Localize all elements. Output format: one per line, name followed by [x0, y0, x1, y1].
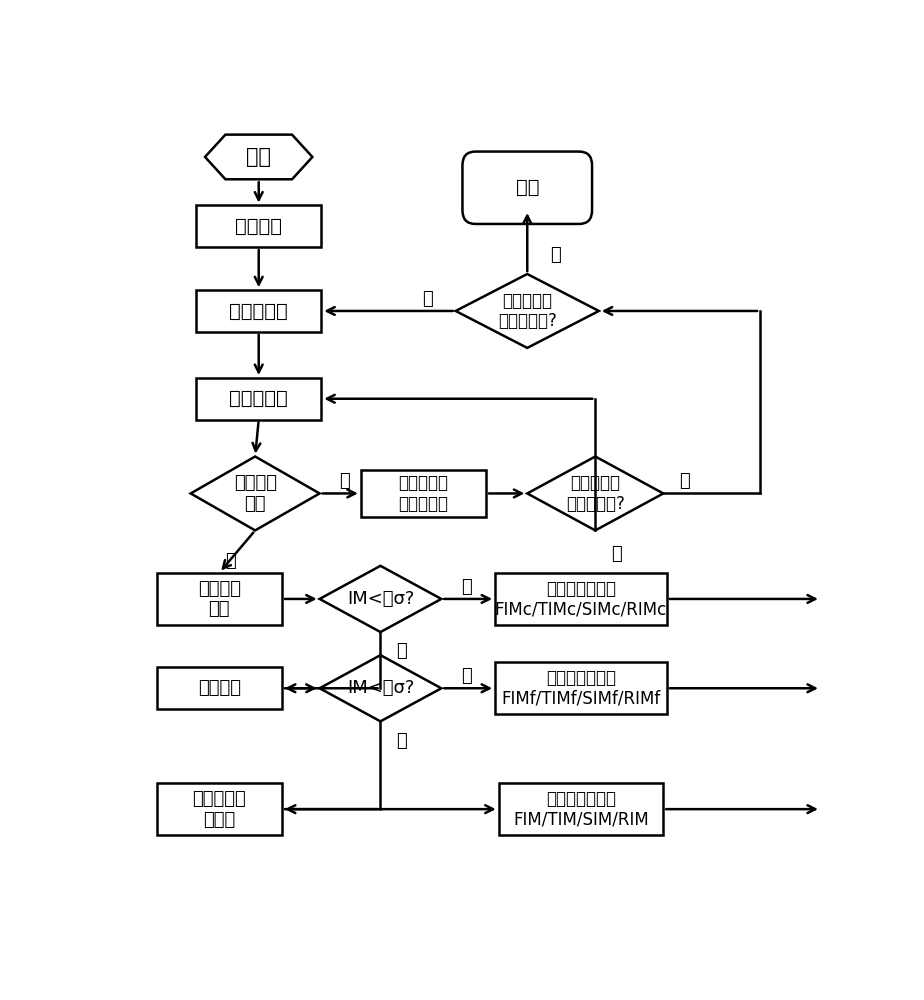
- Text: 否: 否: [612, 545, 622, 563]
- FancyBboxPatch shape: [157, 573, 282, 625]
- FancyBboxPatch shape: [196, 290, 322, 332]
- Text: 结束: 结束: [516, 178, 539, 197]
- Text: 是: 是: [461, 667, 472, 685]
- Text: 是: 是: [461, 578, 472, 596]
- FancyBboxPatch shape: [495, 573, 667, 625]
- Text: 是否为最后
一台发射机?: 是否为最后 一台发射机?: [565, 474, 625, 513]
- Text: 否: 否: [396, 732, 407, 750]
- FancyBboxPatch shape: [196, 205, 322, 247]
- Text: 开始: 开始: [246, 147, 272, 167]
- Text: 是: 是: [551, 246, 561, 264]
- Text: 输出计算结果：
FIMf/TIMf/SIMf/RIMf: 输出计算结果： FIMf/TIMf/SIMf/RIMf: [502, 669, 661, 708]
- Text: 输出预测结
果：在带外: 输出预测结 果：在带外: [398, 474, 448, 513]
- Text: 选一发射机: 选一发射机: [229, 389, 288, 408]
- Text: 选一接收机: 选一接收机: [229, 301, 288, 320]
- FancyBboxPatch shape: [360, 470, 486, 517]
- Text: 否: 否: [421, 290, 432, 308]
- Text: 否: 否: [225, 552, 237, 570]
- Text: 是否为最后
一台接收机?: 是否为最后 一台接收机?: [498, 292, 556, 330]
- Text: 是: 是: [339, 472, 350, 490]
- Text: 天线电波传
播修正: 天线电波传 播修正: [192, 790, 246, 829]
- Text: IM<－σ?: IM<－σ?: [346, 590, 414, 608]
- Polygon shape: [456, 274, 599, 348]
- Text: 输出计算结果：
FIMc/TIMc/SIMc/RIMc: 输出计算结果： FIMc/TIMc/SIMc/RIMc: [495, 580, 667, 618]
- FancyBboxPatch shape: [499, 783, 663, 835]
- Text: 干扰余量
计算: 干扰余量 计算: [198, 580, 241, 618]
- Text: IM<－σ?: IM<－σ?: [346, 679, 414, 697]
- Polygon shape: [320, 566, 442, 632]
- Text: 否: 否: [396, 642, 407, 660]
- Polygon shape: [320, 655, 442, 721]
- FancyBboxPatch shape: [157, 783, 282, 835]
- Polygon shape: [190, 456, 320, 530]
- FancyBboxPatch shape: [462, 152, 592, 224]
- Text: 是: 是: [679, 472, 690, 490]
- Text: 数据输入: 数据输入: [236, 217, 282, 236]
- FancyBboxPatch shape: [495, 662, 667, 714]
- Polygon shape: [528, 456, 663, 530]
- FancyBboxPatch shape: [196, 378, 322, 420]
- Text: 频率剔除
条件: 频率剔除 条件: [234, 474, 276, 513]
- Text: 输出计算结果：
FIM/TIM/SIM/RIM: 输出计算结果： FIM/TIM/SIM/RIM: [513, 790, 649, 829]
- Polygon shape: [205, 135, 312, 179]
- Text: 频率修正: 频率修正: [198, 679, 241, 697]
- FancyBboxPatch shape: [157, 667, 282, 709]
